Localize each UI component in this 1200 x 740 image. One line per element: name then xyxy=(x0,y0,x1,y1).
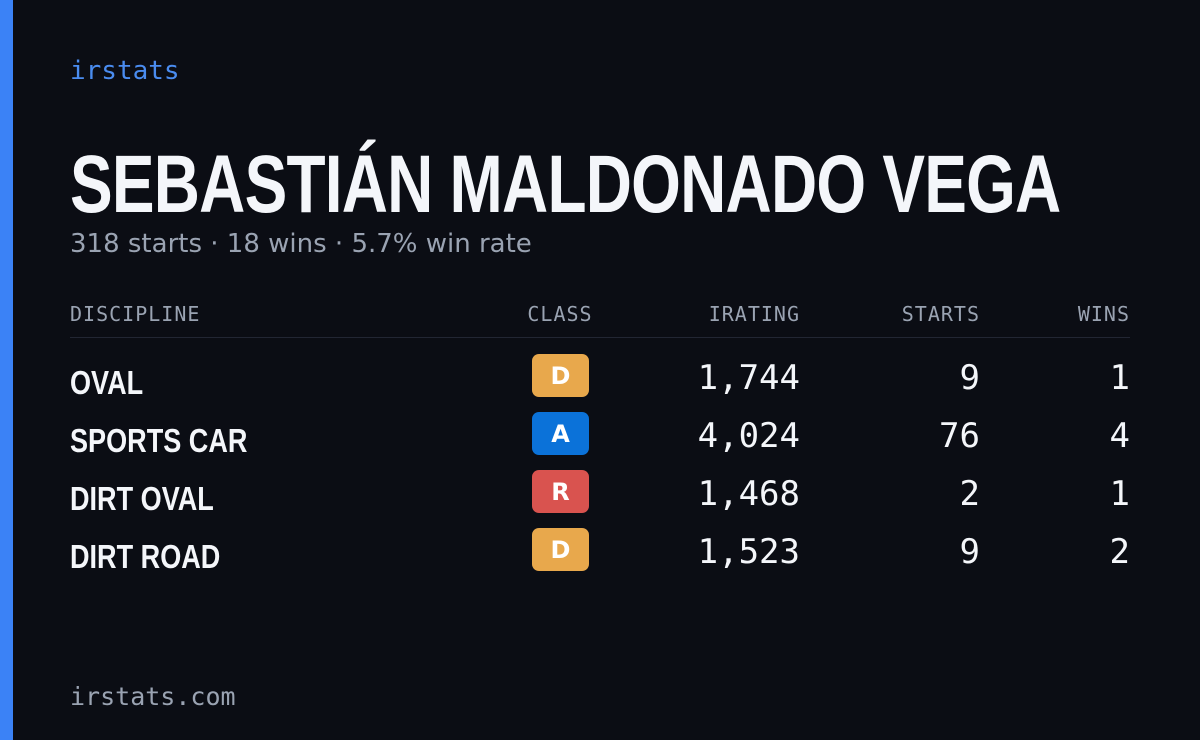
column-header: IRATING xyxy=(708,302,800,326)
column-header: DISCIPLINE xyxy=(70,302,201,326)
wins: 2 xyxy=(1109,532,1130,572)
discipline: DIRT OVAL xyxy=(70,480,214,517)
accent-bar xyxy=(0,0,13,740)
wins: 4 xyxy=(1109,416,1130,456)
starts: 2 xyxy=(959,474,980,514)
footer: irstats.com xyxy=(70,682,236,711)
brand: irstats xyxy=(70,56,180,86)
class-badge: D xyxy=(532,528,589,571)
header-rule xyxy=(70,337,1130,338)
discipline: OVAL xyxy=(70,364,144,401)
irating: 4,024 xyxy=(697,416,800,456)
class-badge: R xyxy=(532,470,589,513)
starts: 9 xyxy=(959,358,980,398)
irating: 1,523 xyxy=(697,532,800,572)
driver-name: SEBASTIÁN MALDONADO VEGA xyxy=(70,139,1061,230)
irating: 1,744 xyxy=(697,358,800,398)
summary: 318 starts · 18 wins · 5.7% win rate xyxy=(70,229,532,259)
starts: 9 xyxy=(959,532,980,572)
discipline: SPORTS CAR xyxy=(70,422,248,459)
irating: 1,468 xyxy=(697,474,800,514)
column-header: WINS xyxy=(1077,302,1130,326)
column-header: STARTS xyxy=(901,302,980,326)
wins: 1 xyxy=(1109,474,1130,514)
column-header: CLASS xyxy=(527,302,593,326)
starts: 76 xyxy=(939,416,980,456)
wins: 1 xyxy=(1109,358,1130,398)
class-badge: A xyxy=(532,412,589,455)
discipline: DIRT ROAD xyxy=(70,538,221,575)
class-badge: D xyxy=(532,354,589,397)
